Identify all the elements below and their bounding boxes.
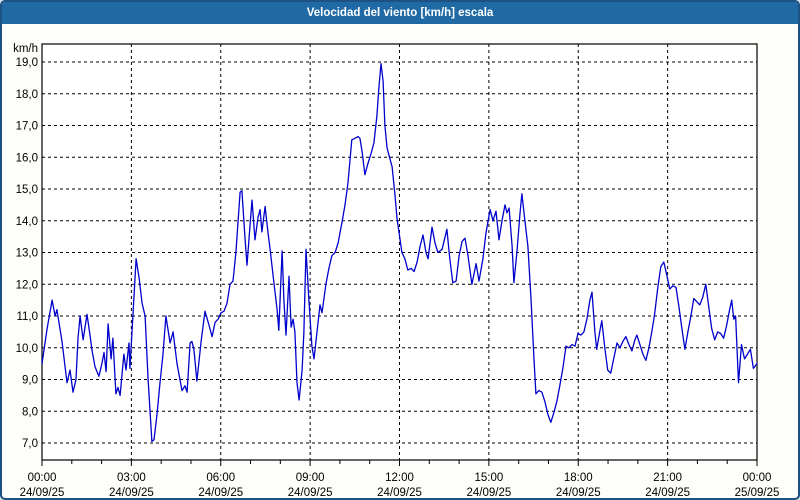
y-tick-label: 7,0 — [22, 438, 38, 450]
x-tick-date-label: 24/09/25 — [466, 487, 511, 499]
y-tick-label: 15,0 — [16, 184, 38, 196]
y-tick-label: 9,0 — [22, 375, 38, 387]
x-tick-date-label: 24/09/25 — [377, 487, 422, 499]
x-tick-date-label: 24/09/25 — [20, 487, 65, 499]
x-tick-date-label: 24/09/25 — [288, 487, 333, 499]
x-tick-time-label: 12:00 — [385, 472, 414, 484]
x-tick-date-label: 24/09/25 — [645, 487, 690, 499]
x-tick-time-label: 06:00 — [206, 472, 235, 484]
wind-speed-line — [41, 62, 758, 443]
y-tick-label: 10,0 — [16, 343, 38, 355]
x-tick-date-label: 24/09/25 — [198, 487, 243, 499]
y-tick-label: 13,0 — [16, 248, 38, 260]
y-tick-label: 8,0 — [22, 406, 38, 418]
x-tick-time-label: 18:00 — [564, 472, 593, 484]
x-tick-date-label: 24/09/25 — [109, 487, 154, 499]
y-axis-unit-label: km/h — [13, 43, 38, 55]
title-bar: Velocidad del viento [km/h] escala — [2, 2, 798, 24]
x-tick-time-label: 21:00 — [653, 472, 682, 484]
x-tick-time-label: 00:00 — [743, 472, 772, 484]
y-tick-label: 19,0 — [16, 57, 38, 69]
y-tick-label: 17,0 — [16, 121, 38, 133]
x-tick-date-label: 25/09/25 — [735, 487, 780, 499]
x-tick-time-label: 03:00 — [117, 472, 146, 484]
x-tick-date-label: 24/09/25 — [556, 487, 601, 499]
y-tick-label: 16,0 — [16, 152, 38, 164]
y-tick-label: 12,0 — [16, 279, 38, 291]
x-tick-time-label: 15:00 — [474, 472, 503, 484]
window-title: Velocidad del viento [km/h] escala — [306, 7, 494, 19]
y-tick-label: 18,0 — [16, 89, 38, 101]
y-tick-label: 14,0 — [16, 216, 38, 228]
x-tick-time-label: 09:00 — [296, 472, 325, 484]
x-tick-time-label: 00:00 — [28, 472, 57, 484]
y-tick-label: 11,0 — [16, 311, 38, 323]
